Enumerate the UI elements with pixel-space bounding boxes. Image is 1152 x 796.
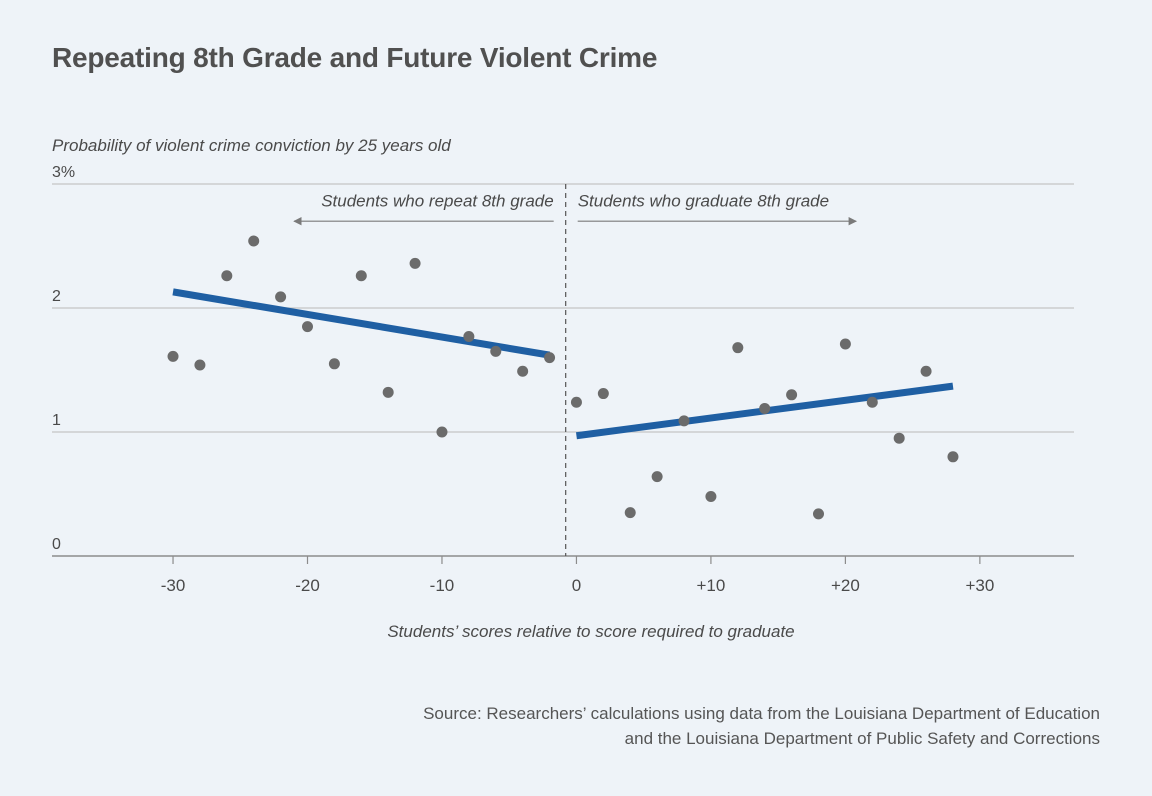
data-point [248,235,260,247]
data-point [624,507,636,519]
data-point [302,321,313,333]
data-point [275,291,287,303]
data-point [194,359,206,371]
x-tick-label: +20 [831,576,860,595]
source-line-2: and the Louisiana Department of Public S… [624,729,1100,748]
data-point [597,388,609,400]
data-point [490,345,502,357]
data-point [839,338,851,350]
data-point [221,270,233,282]
source-note: Source: Researchers’ calculations using … [423,701,1100,751]
annotation-graduate: Students who graduate 8th grade [578,191,829,210]
data-point [813,508,824,520]
data-point [866,396,878,408]
data-point [409,257,421,269]
x-tick-label: -30 [161,576,186,595]
data-point [167,350,179,362]
data-point [705,490,717,502]
data-point [570,396,582,408]
data-point [517,365,529,377]
x-tick-label: 0 [572,576,581,595]
y-tick-label: 2 [52,288,61,305]
data-point [436,426,448,438]
x-tick-label: -20 [295,576,320,595]
fit-line [172,288,551,359]
data-point [382,386,394,398]
data-point [328,358,340,370]
data-point [463,331,475,343]
x-tick-label: +10 [696,576,725,595]
annotation-repeat: Students who repeat 8th grade [321,191,554,210]
chart-title: Repeating 8th Grade and Future Violent C… [52,42,658,73]
x-tick-label: +30 [965,576,994,595]
y-tick-label: 1 [52,412,61,429]
data-point [732,342,744,354]
x-axis-label: Students’ scores relative to score requi… [387,622,794,641]
data-point [678,415,690,427]
y-axis-label: Probability of violent crime conviction … [52,136,451,155]
data-point [544,352,556,364]
y-tick-label: 3% [52,164,75,181]
data-point [920,365,932,377]
data-point [651,471,663,483]
data-point [893,432,905,444]
x-tick-label: -10 [430,576,455,595]
data-point [947,451,959,463]
y-tick-label: 0 [52,536,61,553]
source-line-1: Source: Researchers’ calculations using … [423,704,1100,723]
data-point [786,389,798,401]
data-point [355,270,367,282]
data-point [759,402,771,414]
